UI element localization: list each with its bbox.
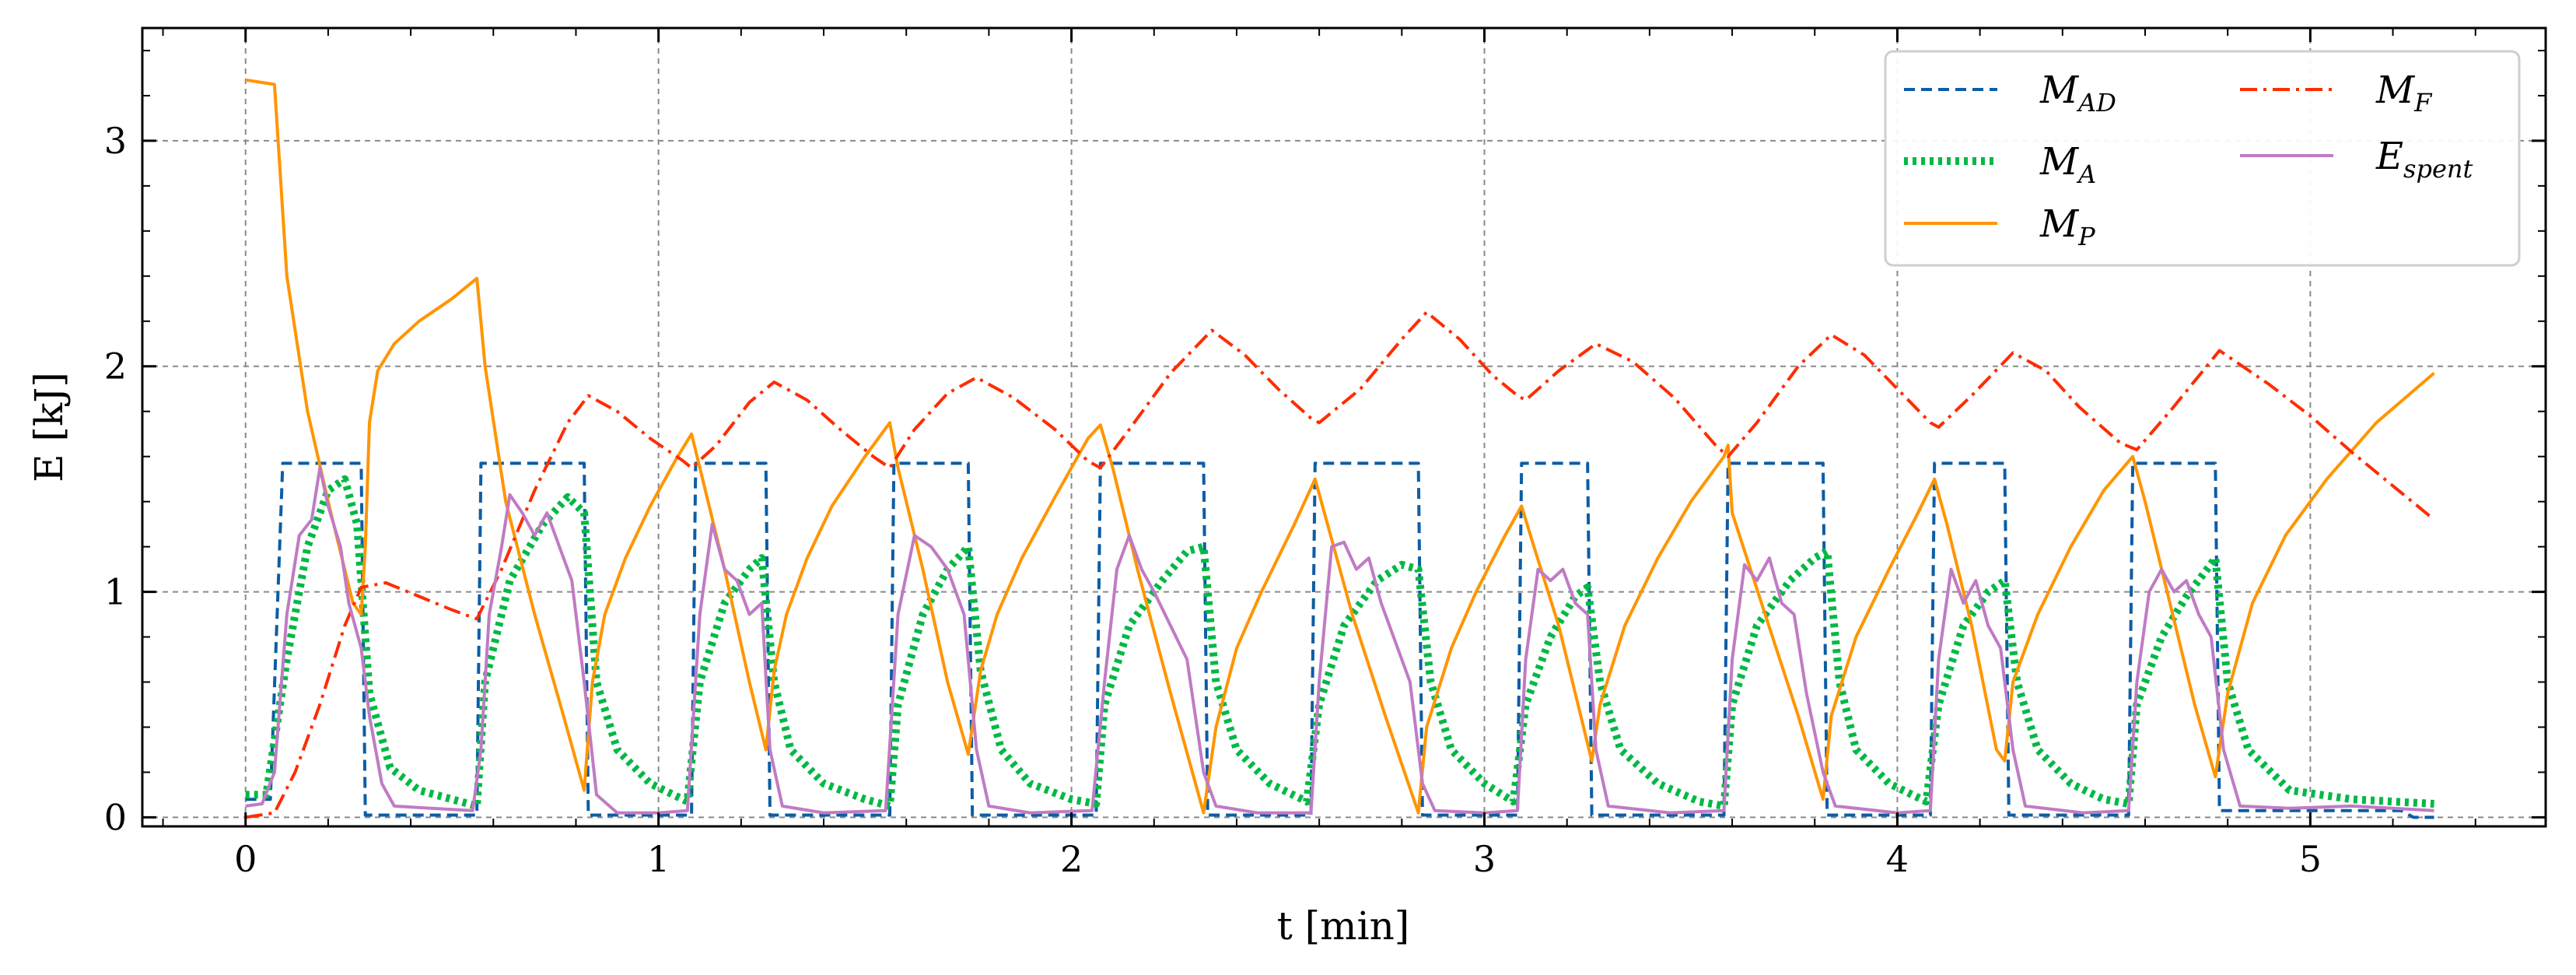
legend-label-m-a: MA bbox=[2039, 140, 2096, 189]
series-line-m-f bbox=[245, 310, 2435, 819]
plot-frame bbox=[141, 26, 2547, 828]
x-tick-label: 4 bbox=[1886, 838, 1909, 880]
series-line-m-ad bbox=[245, 461, 2434, 819]
x-tick-label: 2 bbox=[1060, 838, 1083, 880]
x-tick-label: 0 bbox=[234, 838, 257, 880]
y-tick-label: 2 bbox=[104, 345, 127, 388]
legend: MAD MA MP MF Espent bbox=[1884, 50, 2521, 267]
ticks: 0 1 2 3 4 5 0 1 2 3 bbox=[104, 28, 2546, 880]
y-tick-label: 1 bbox=[104, 571, 127, 613]
series-line-m-p bbox=[245, 78, 2435, 815]
x-axis-label: t [min] bbox=[1277, 903, 1410, 949]
legend-label-e-spent: Espent bbox=[2375, 135, 2473, 184]
y-tick-label: 0 bbox=[104, 796, 127, 838]
x-tick-label: 3 bbox=[1473, 838, 1496, 880]
legend-label-m-ad: MAD bbox=[2039, 68, 2116, 117]
legend-label-m-f: MF bbox=[2375, 68, 2433, 117]
series-line-e-spent bbox=[245, 466, 2434, 815]
y-axis-label: E [kJ] bbox=[26, 372, 72, 482]
legend-box bbox=[1884, 50, 2521, 267]
x-tick-label: 5 bbox=[2299, 838, 2322, 880]
legend-label-m-p: MP bbox=[2039, 202, 2095, 251]
series-layer bbox=[245, 78, 2435, 819]
y-tick-label: 3 bbox=[104, 120, 127, 162]
legend-items: MAD MA MP MF Espent bbox=[1904, 68, 2473, 251]
x-tick-label: 1 bbox=[647, 838, 670, 880]
